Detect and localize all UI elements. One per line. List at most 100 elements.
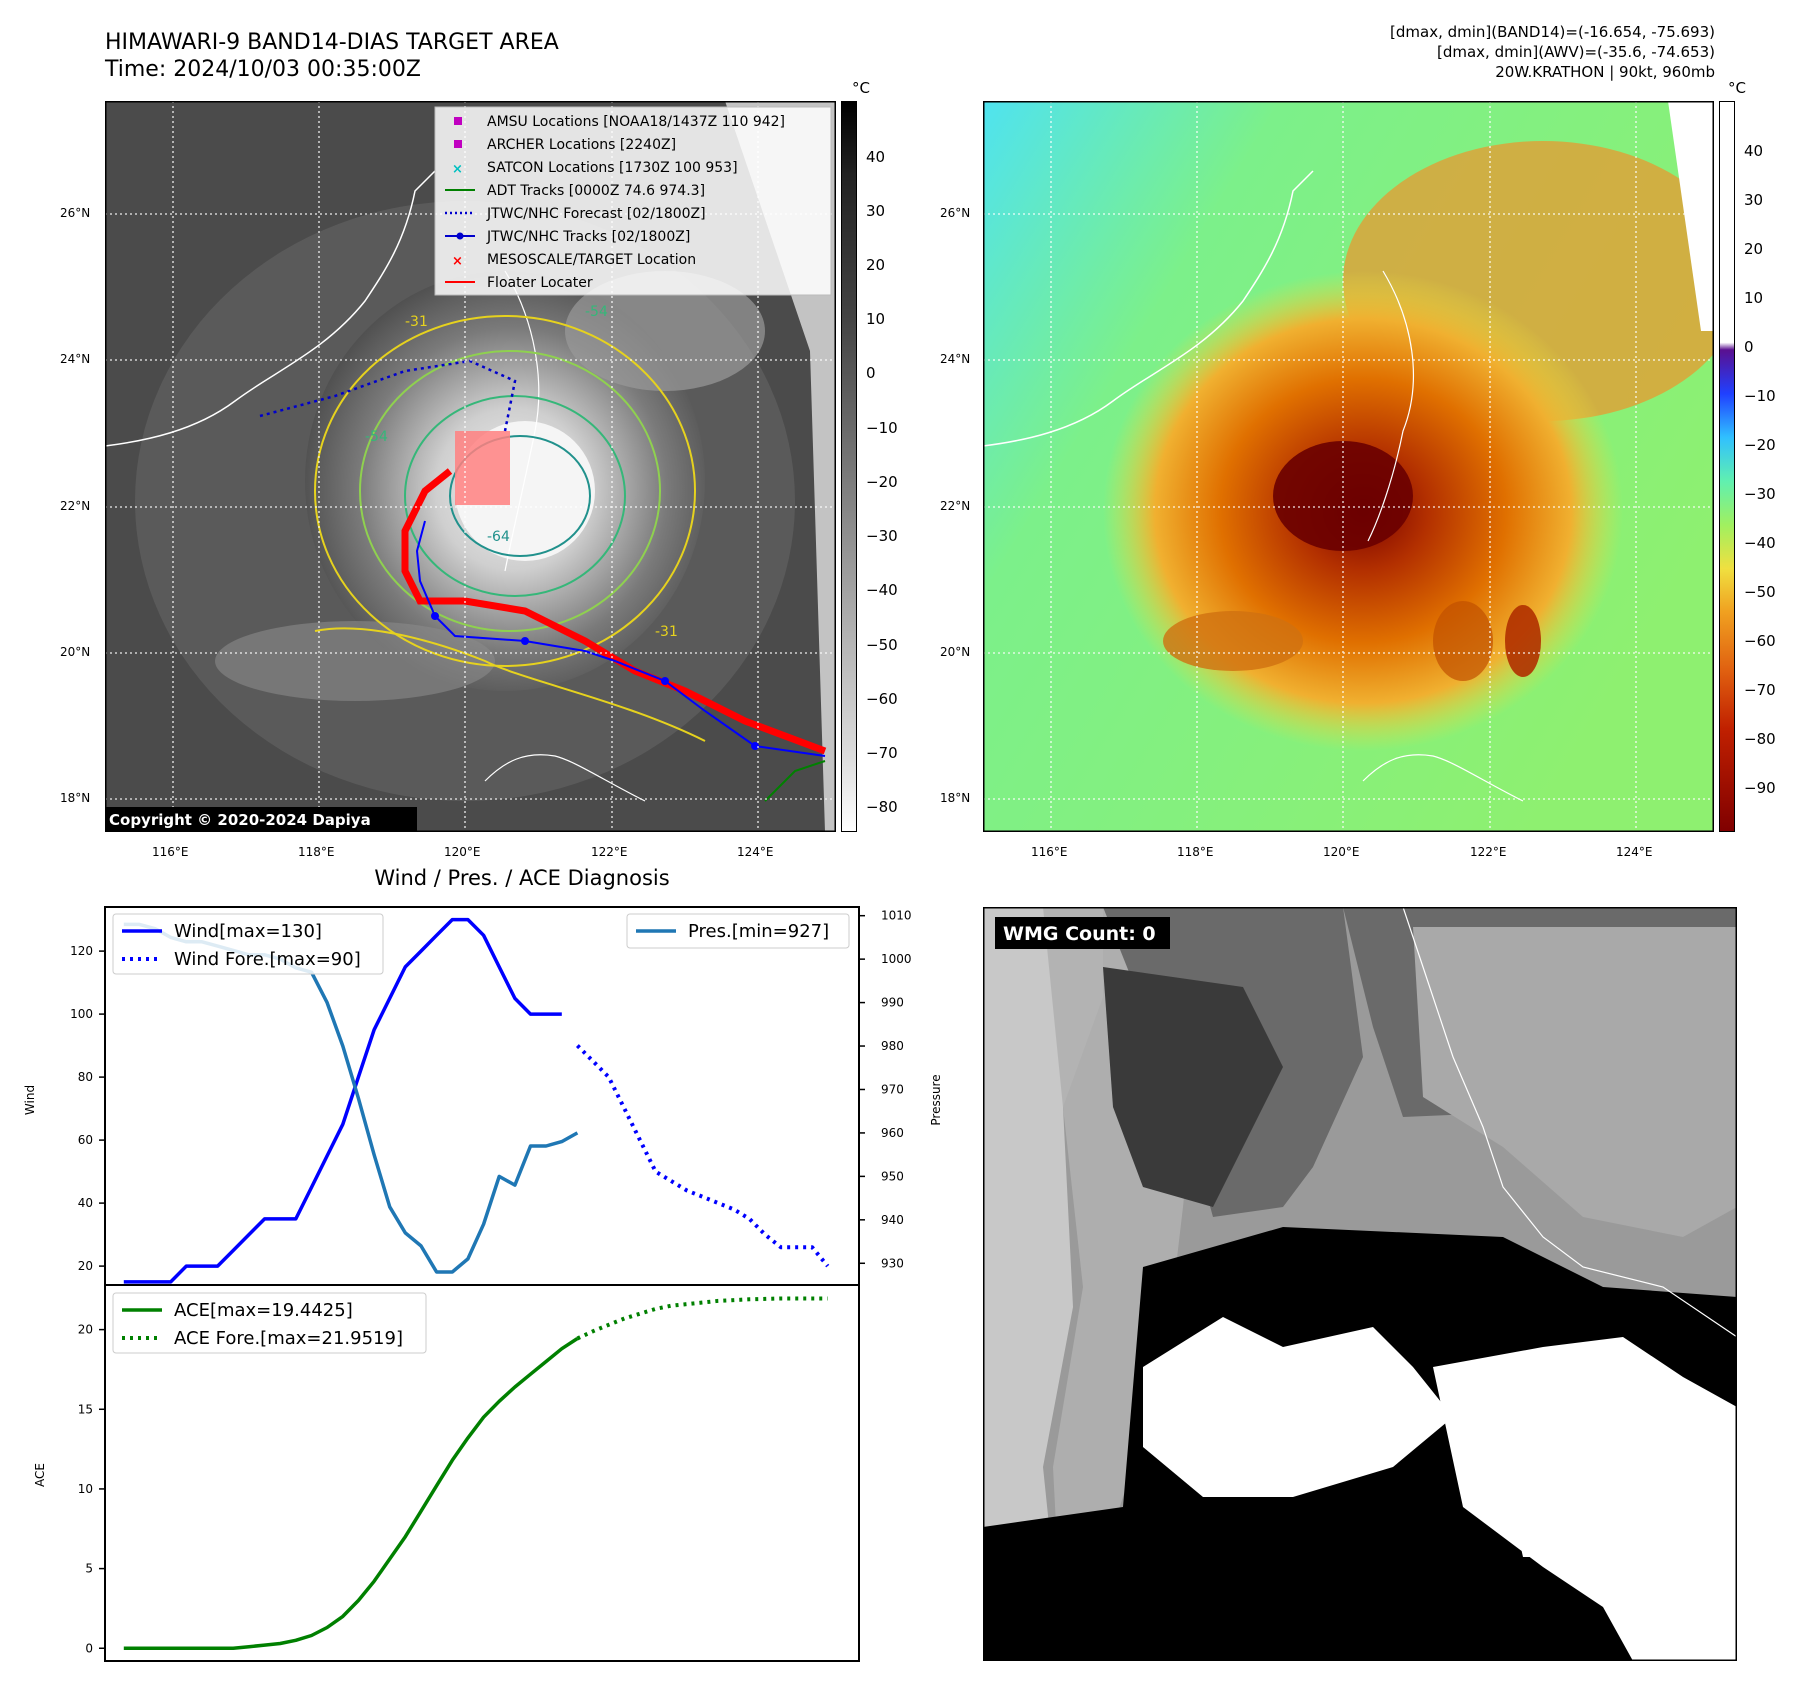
cb-tick: −50	[866, 636, 898, 654]
pressure-tick-label: 1010	[881, 909, 912, 923]
cb-tick: 30	[1744, 191, 1764, 209]
legend-wind: Wind[max=130]	[174, 921, 322, 942]
cb-tick: −10	[1744, 387, 1776, 405]
awv-map-panel	[981, 99, 1743, 834]
lon-tick: 120°E	[1323, 845, 1360, 859]
pressure-tick-label: 930	[881, 1256, 904, 1270]
cb-tick: −90	[1744, 779, 1776, 797]
wind-axis-label: Wind	[23, 1085, 37, 1115]
wind-tick-label: 80	[78, 1070, 93, 1084]
colorbar-unit: °C	[852, 79, 870, 97]
cb-tick: 0	[1744, 338, 1754, 356]
awv-map	[981, 99, 1743, 834]
cb-tick: −70	[866, 744, 898, 762]
copyright-label: Copyright © 2020-2024 Dapiya	[109, 811, 371, 829]
legend-tracks: JTWC/NHC Tracks [02/1800Z]	[486, 229, 690, 245]
cb-tick: −30	[1744, 485, 1776, 503]
pressure-tick-label: 980	[881, 1039, 904, 1053]
ace-axis-label: ACE	[33, 1463, 47, 1487]
ace-tick-label: 10	[78, 1482, 93, 1496]
series-wind-max-130	[123, 917, 562, 1284]
legend-amsu: AMSU Locations [NOAA18/1437Z 110 942]	[487, 114, 785, 130]
cb-tick: −50	[1744, 583, 1776, 601]
wmg-count-badge: WMG Count: 0	[1003, 923, 1156, 945]
info-line2: [dmax, dmin](AWV)=(-35.6, -74.653)	[1436, 43, 1715, 61]
cb-tick: −40	[1744, 534, 1776, 552]
legend-wind-fore: Wind Fore.[max=90]	[174, 949, 361, 970]
svg-text:×: ×	[452, 162, 463, 177]
cb-tick: 10	[866, 310, 886, 328]
wind-tick-label: 120	[70, 944, 93, 958]
wind-tick-label: 40	[78, 1196, 93, 1210]
lon-tick: 122°E	[591, 845, 628, 859]
ace-tick-label: 20	[78, 1323, 93, 1337]
contour-label: -54	[585, 304, 608, 320]
lat-tick: 26°N	[60, 206, 91, 220]
chart-title: Wind / Pres. / ACE Diagnosis	[374, 866, 670, 890]
cb-tick: −80	[866, 798, 898, 816]
cb-tick: −40	[866, 581, 898, 599]
lat-tick: 24°N	[940, 352, 971, 366]
ace-legend: ACE[max=19.4425] ACE Fore.[max=21.9519]	[112, 1292, 427, 1354]
cb-tick: 0	[866, 364, 876, 382]
cb-tick: −20	[866, 473, 898, 491]
legend-forecast: JTWC/NHC Forecast [02/1800Z]	[486, 206, 706, 222]
info-line3: 20W.KRATHON | 90kt, 960mb	[1495, 63, 1715, 81]
pressure-tick-label: 940	[881, 1213, 904, 1227]
pressure-tick-label: 990	[881, 996, 904, 1010]
wmg-map: WMG Count: 0	[981, 905, 1739, 1663]
wind-tick-label: 60	[78, 1133, 93, 1147]
legend-adt: ADT Tracks [0000Z 74.6 974.3]	[487, 183, 705, 199]
lat-tick: 22°N	[60, 499, 91, 513]
wind-tick-label: 20	[78, 1259, 93, 1273]
colorbar-unit: °C	[1728, 79, 1746, 97]
wind-legend: Wind[max=130] Wind Fore.[max=90]	[112, 913, 384, 975]
pressure-tick-label: 950	[881, 1169, 904, 1183]
lat-tick: 22°N	[940, 499, 971, 513]
cb-tick: 10	[1744, 289, 1764, 307]
cb-tick: −60	[1744, 632, 1776, 650]
cb-tick: 40	[1744, 142, 1764, 160]
legend-mesoscale: MESOSCALE/TARGET Location	[487, 252, 696, 268]
lat-tick: 18°N	[60, 791, 91, 805]
cb-tick: 30	[866, 202, 886, 220]
cb-tick: −10	[866, 419, 898, 437]
lat-tick: 26°N	[940, 206, 971, 220]
lon-tick: 124°E	[737, 845, 774, 859]
pressure-tick-label: 970	[881, 1082, 904, 1096]
cb-tick: −20	[1744, 436, 1776, 454]
lat-tick: 24°N	[60, 352, 91, 366]
panel-title-line1: HIMAWARI-9 BAND14-DIAS TARGET AREA	[105, 30, 559, 55]
legend-archer: ARCHER Locations [2240Z]	[487, 137, 676, 153]
awv-colorbar	[1719, 101, 1735, 832]
cb-tick: 20	[866, 256, 886, 274]
cb-tick: 20	[1744, 240, 1764, 258]
cb-tick: −70	[1744, 681, 1776, 699]
ace-tick-label: 15	[78, 1402, 93, 1416]
lon-tick: 124°E	[1616, 845, 1653, 859]
wind-tick-label: 100	[70, 1007, 93, 1021]
lat-tick: 18°N	[940, 791, 971, 805]
svg-text:×: ×	[452, 254, 463, 269]
ace-tick-label: 5	[85, 1562, 93, 1576]
info-line1: [dmax, dmin](BAND14)=(-16.654, -75.693)	[1390, 23, 1715, 41]
cb-tick: −60	[866, 690, 898, 708]
legend-ace-fore: ACE Fore.[max=21.9519]	[174, 1328, 403, 1349]
cb-tick: −30	[866, 527, 898, 545]
lat-tick: 20°N	[940, 645, 971, 659]
cb-tick: −80	[1744, 730, 1776, 748]
contour-label: -54	[365, 429, 388, 445]
lon-tick: 118°E	[298, 845, 335, 859]
contour-label: -31	[405, 314, 428, 330]
contour-label: -64	[487, 529, 510, 545]
pressure-legend: Pres.[min=927]	[626, 913, 850, 949]
legend-pressure: Pres.[min=927]	[688, 921, 829, 942]
contour-label: -31	[655, 624, 678, 640]
lon-tick: 116°E	[1031, 845, 1068, 859]
panel-title-line2: Time: 2024/10/03 00:35:00Z	[105, 57, 421, 82]
legend-floater: Floater Locater	[487, 275, 593, 291]
ir-map-panel: -64 -54 -31 -31 -54	[103, 99, 838, 834]
lon-tick: 116°E	[152, 845, 189, 859]
wmg-panel: WMG Count: 0	[981, 905, 1739, 1663]
